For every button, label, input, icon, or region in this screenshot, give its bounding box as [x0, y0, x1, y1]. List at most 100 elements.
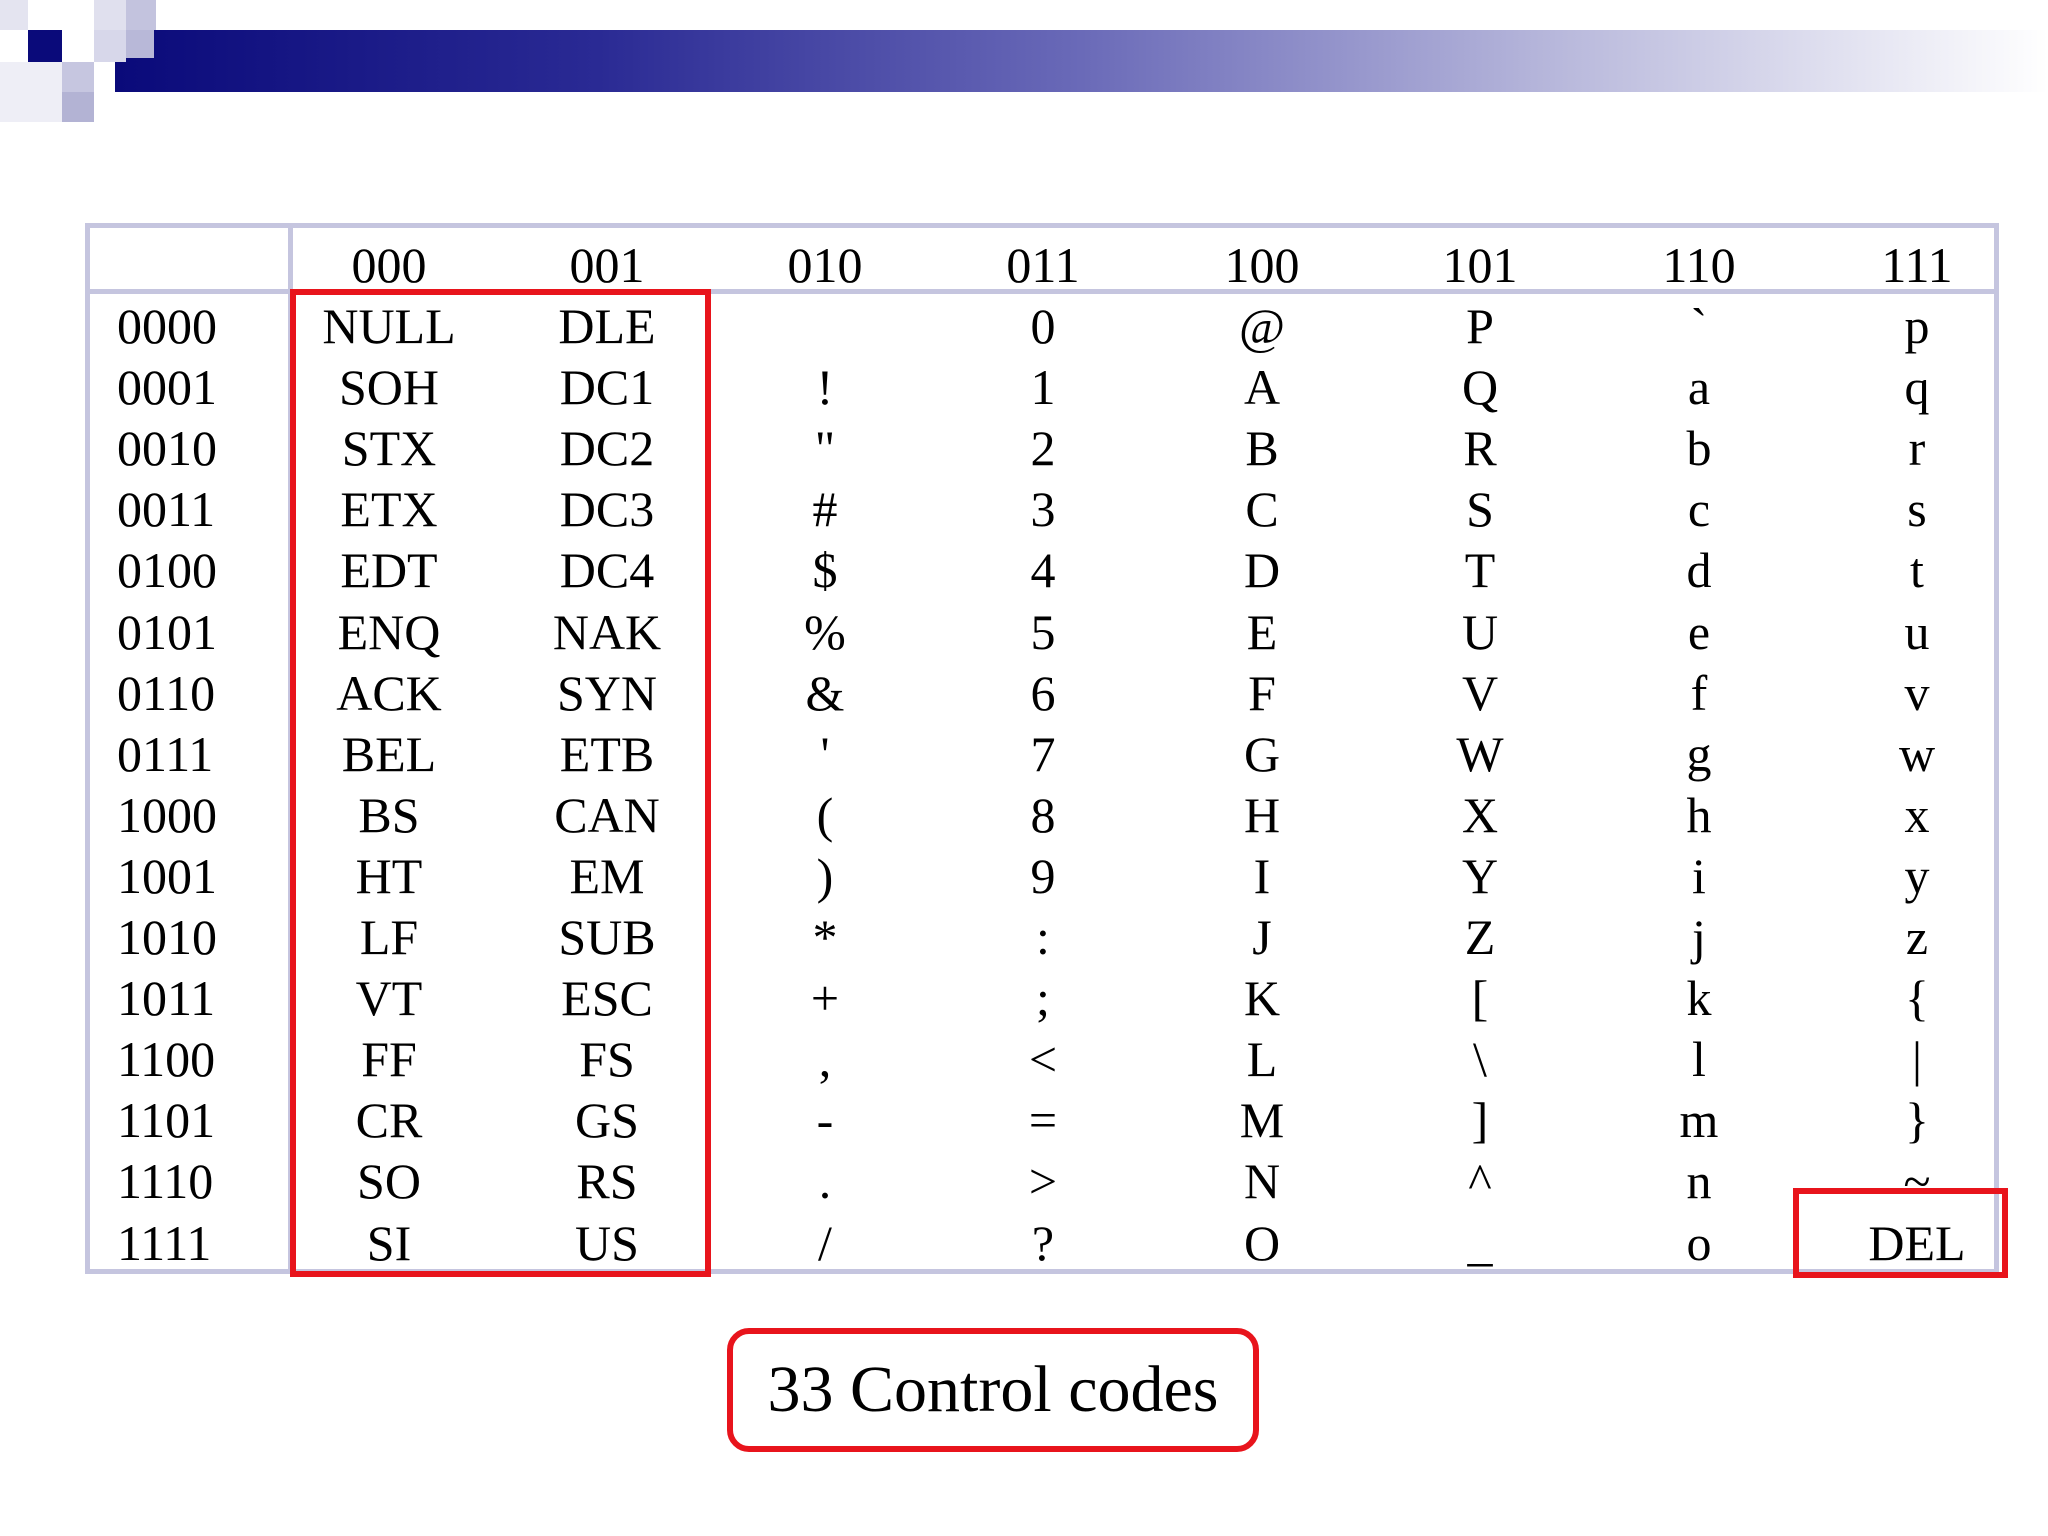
table-cell: D — [1243, 542, 1281, 599]
table-cell: EDT — [340, 542, 438, 599]
table-cell: # — [812, 481, 838, 538]
table-cell: { — [1905, 970, 1929, 1027]
table-cell: EM — [569, 847, 645, 904]
table-cell: ESC — [561, 970, 653, 1027]
table-cell: o — [1686, 1214, 1712, 1271]
table-cell: z — [1905, 909, 1929, 965]
row-header: 1100 — [117, 1031, 216, 1088]
column-header: 011 — [1006, 237, 1080, 293]
table-cell: ACK — [336, 664, 442, 721]
table-cell: w — [1898, 725, 1936, 782]
table-cell: f — [1690, 664, 1708, 721]
row-header: 1110 — [117, 1153, 214, 1210]
table-cell: FF — [361, 1031, 417, 1088]
table-cell: + — [810, 970, 840, 1027]
table-cell: , — [818, 1031, 832, 1088]
table-cell: q — [1904, 359, 1930, 416]
column-header-divider — [85, 289, 1999, 294]
table-cell: B — [1245, 420, 1279, 477]
table-cell: 6 — [1030, 664, 1056, 721]
table-cell: ' — [820, 725, 830, 782]
table-cell: DC4 — [559, 542, 655, 599]
table-cell: } — [1905, 1092, 1929, 1149]
table-cell: U — [1461, 603, 1499, 660]
decor-square — [94, 0, 126, 30]
table-cell: DC2 — [559, 420, 655, 477]
decor-square — [126, 0, 156, 30]
row-header: 0110 — [117, 664, 216, 721]
row-header: 1000 — [117, 786, 217, 843]
table-cell: ^ — [1468, 1153, 1492, 1210]
table-cell: L — [1246, 1031, 1278, 1088]
table-cell: v — [1904, 664, 1930, 721]
table-cell: . — [818, 1153, 832, 1210]
table-cell: p — [1904, 298, 1930, 354]
table-cell: : — [1036, 909, 1050, 965]
column-header: 001 — [569, 237, 645, 293]
table-cell: DC1 — [559, 359, 655, 416]
table-cell: J — [1252, 909, 1272, 965]
ascii-table-frame — [85, 223, 1999, 1274]
row-header: 0010 — [117, 420, 217, 477]
table-cell: ~ — [1903, 1153, 1931, 1210]
decor-square — [62, 62, 94, 92]
table-cell: d — [1686, 542, 1712, 599]
table-cell: ) — [816, 847, 834, 904]
table-cell: ? — [1031, 1214, 1055, 1271]
control-codes-highlight — [290, 289, 711, 1277]
table-cell: A — [1243, 359, 1281, 416]
table-cell: 8 — [1030, 786, 1056, 843]
decor-square — [0, 62, 62, 122]
table-cell: BEL — [341, 725, 437, 782]
table-cell: R — [1463, 420, 1497, 477]
table-cell: = — [1028, 1092, 1058, 1149]
row-header: 1101 — [117, 1092, 216, 1149]
table-cell: Y — [1461, 847, 1499, 904]
column-header: 101 — [1442, 237, 1518, 293]
table-cell: ] — [1471, 1092, 1489, 1149]
caption-text: 33 Control codes — [767, 1353, 1219, 1426]
table-cell: SYN — [556, 664, 658, 721]
table-cell: \ — [1473, 1031, 1487, 1088]
table-cell: VT — [355, 970, 423, 1027]
row-header: 1011 — [117, 970, 216, 1027]
table-cell: P — [1466, 298, 1494, 354]
table-cell: ( — [816, 786, 834, 843]
table-cell: a — [1687, 359, 1711, 416]
decor-square — [0, 0, 28, 30]
row-header: 0100 — [117, 542, 217, 599]
table-cell: ; — [1036, 970, 1050, 1027]
row-header: 0101 — [117, 603, 217, 660]
table-cell: US — [575, 1214, 639, 1271]
table-cell: m — [1679, 1092, 1719, 1149]
table-cell: W — [1456, 725, 1504, 782]
table-cell: I — [1253, 847, 1271, 904]
table-cell: S — [1466, 481, 1494, 538]
table-cell: 4 — [1030, 542, 1056, 599]
table-cell: r — [1908, 420, 1926, 477]
table-cell: F — [1248, 664, 1276, 721]
table-cell: 0 — [1030, 298, 1056, 354]
decor-square — [94, 30, 126, 62]
table-cell: ` — [1690, 298, 1708, 354]
table-cell: n — [1686, 1153, 1712, 1210]
table-cell: u — [1904, 603, 1930, 660]
table-cell: H — [1243, 786, 1281, 843]
row-header: 0111 — [117, 725, 214, 782]
table-cell: 9 — [1030, 847, 1056, 904]
table-cell: | — [1911, 1031, 1923, 1088]
table-cell: RS — [576, 1153, 638, 1210]
table-cell: FS — [579, 1031, 635, 1088]
table-cell: NULL — [322, 298, 456, 354]
table-cell: T — [1464, 542, 1496, 599]
table-cell: c — [1687, 481, 1711, 538]
table-cell: CR — [355, 1092, 423, 1149]
table-cell: & — [805, 664, 845, 721]
table-cell: HT — [355, 847, 423, 904]
table-cell: t — [1910, 542, 1924, 599]
table-cell: _ — [1467, 1214, 1493, 1271]
table-cell: C — [1245, 481, 1279, 538]
table-cell: / — [818, 1214, 832, 1271]
table-cell: Q — [1461, 359, 1499, 416]
